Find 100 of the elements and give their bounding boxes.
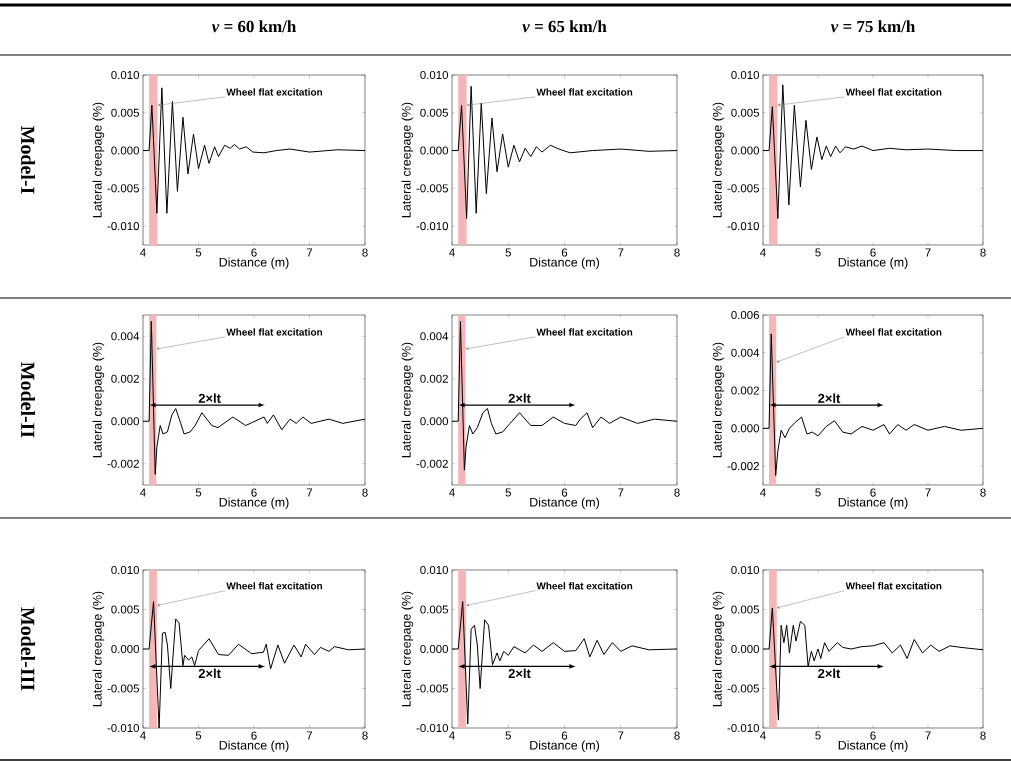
annotation: 2×lt bbox=[508, 668, 531, 679]
x-axis-title: Distance (m) bbox=[838, 740, 908, 753]
y-tick-label: 0.002 bbox=[111, 374, 139, 383]
x-tick-label: 8 bbox=[980, 731, 986, 740]
y-axis-title: Lateral creepage (%) bbox=[401, 342, 414, 458]
x-tick-label: 6 bbox=[561, 731, 568, 740]
y-tick-label: 0.010 bbox=[420, 565, 449, 575]
y-tick-label: 0.004 bbox=[420, 332, 449, 341]
y-axis-title: Lateral creepage (%) bbox=[92, 591, 105, 707]
y-tick-label: -0.005 bbox=[416, 684, 448, 693]
x-tick-label: 5 bbox=[815, 248, 821, 257]
text: Model-II bbox=[21, 362, 36, 438]
x-axis-title: Distance (m) bbox=[530, 257, 599, 270]
y-axis-title: Lateral creepage (%) bbox=[401, 102, 414, 218]
y-tick-label: 0.004 bbox=[731, 348, 760, 357]
y-tick-label: 0.000 bbox=[111, 417, 140, 426]
y-tick-label: -0.010 bbox=[107, 222, 140, 231]
annotation: Wheel flat excitation bbox=[845, 88, 942, 96]
y-tick-label: 0.006 bbox=[731, 310, 759, 320]
x-tick-label: 7 bbox=[618, 248, 624, 257]
chart-title: v = 60 km/h bbox=[211, 20, 297, 33]
x-tick-label: 4 bbox=[760, 488, 766, 497]
y-tick-label: 0.000 bbox=[111, 146, 140, 155]
x-tick-label: 6 bbox=[870, 731, 876, 740]
y-tick-label: -0.002 bbox=[107, 459, 139, 468]
x-tick-label: 5 bbox=[195, 248, 202, 257]
y-tick-label: 0.000 bbox=[731, 146, 760, 155]
y-tick-label: -0.002 bbox=[727, 462, 759, 471]
x-tick-label: 7 bbox=[618, 488, 624, 497]
annotation: Wheel flat excitation bbox=[536, 582, 633, 590]
y-tick-label: -0.010 bbox=[416, 723, 449, 733]
chart-title: v = 75 km/h bbox=[830, 20, 916, 33]
y-tick-label: 0.000 bbox=[420, 146, 449, 155]
annotation: Wheel flat excitation bbox=[226, 88, 323, 96]
x-tick-label: 4 bbox=[140, 248, 146, 257]
y-tick-label: 0.010 bbox=[111, 70, 140, 80]
y-tick-label: 0.010 bbox=[731, 565, 760, 575]
y-tick-label: 0.000 bbox=[731, 644, 760, 654]
y-tick-label: 0.000 bbox=[420, 644, 449, 654]
y-tick-label: -0.010 bbox=[727, 222, 760, 231]
annotation: 2×lt bbox=[198, 393, 221, 403]
x-tick-label: 8 bbox=[362, 488, 368, 497]
x-axis-title: Distance (m) bbox=[530, 497, 599, 510]
x-tick-label: 7 bbox=[925, 731, 931, 740]
annotation: 2×lt bbox=[508, 393, 531, 403]
x-tick-label: 8 bbox=[980, 488, 986, 497]
y-tick-label: 0.010 bbox=[731, 70, 760, 80]
x-tick-label: 4 bbox=[760, 248, 766, 257]
x-axis-title: Distance (m) bbox=[530, 740, 599, 753]
x-tick-label: 7 bbox=[618, 731, 624, 740]
y-tick-label: -0.002 bbox=[416, 459, 448, 468]
annotation: Wheel flat excitation bbox=[536, 328, 633, 336]
x-axis-title: Distance (m) bbox=[838, 257, 908, 270]
y-tick-label: 0.005 bbox=[731, 108, 759, 117]
y-tick-label: -0.005 bbox=[727, 684, 759, 693]
y-tick-label: 0.002 bbox=[731, 386, 759, 395]
x-axis-title: Distance (m) bbox=[219, 257, 289, 270]
x-tick-label: 5 bbox=[505, 488, 511, 497]
y-tick-label: -0.010 bbox=[727, 723, 760, 733]
y-tick-label: -0.005 bbox=[727, 184, 759, 193]
y-tick-label: 0.010 bbox=[111, 565, 140, 575]
x-tick-label: 6 bbox=[251, 731, 257, 740]
x-tick-label: 8 bbox=[980, 248, 986, 257]
y-tick-label: 0.000 bbox=[420, 417, 449, 426]
annotation: Wheel flat excitation bbox=[536, 88, 633, 96]
y-tick-label: 0.005 bbox=[111, 108, 139, 117]
y-axis-title: Lateral creepage (%) bbox=[712, 342, 725, 458]
x-tick-label: 7 bbox=[306, 731, 313, 740]
x-tick-label: 6 bbox=[870, 488, 876, 497]
x-tick-label: 4 bbox=[140, 731, 146, 740]
x-tick-label: 5 bbox=[505, 731, 511, 740]
y-tick-label: -0.010 bbox=[107, 723, 140, 733]
y-tick-label: 0.004 bbox=[111, 332, 140, 341]
y-axis-title: Lateral creepage (%) bbox=[712, 102, 725, 218]
y-axis-title: Lateral creepage (%) bbox=[401, 591, 414, 707]
y-tick-label: 0.005 bbox=[420, 108, 448, 117]
annotation: 2×lt bbox=[818, 668, 841, 679]
x-tick-label: 7 bbox=[306, 248, 313, 257]
x-tick-label: 8 bbox=[674, 488, 680, 497]
y-tick-label: 0.010 bbox=[420, 70, 449, 80]
x-tick-label: 8 bbox=[362, 731, 368, 740]
y-tick-label: 0.002 bbox=[420, 374, 448, 383]
y-axis-title: Lateral creepage (%) bbox=[92, 342, 105, 458]
annotation: Wheel flat excitation bbox=[845, 582, 942, 590]
x-tick-label: 6 bbox=[870, 248, 876, 257]
x-tick-label: 5 bbox=[195, 488, 202, 497]
x-tick-label: 4 bbox=[449, 248, 455, 257]
x-tick-label: 4 bbox=[449, 488, 455, 497]
x-tick-label: 4 bbox=[140, 488, 146, 497]
x-tick-label: 5 bbox=[815, 731, 821, 740]
x-tick-label: 6 bbox=[561, 248, 568, 257]
y-tick-label: -0.005 bbox=[107, 184, 139, 193]
y-tick-label: 0.000 bbox=[111, 644, 140, 654]
x-axis-title: Distance (m) bbox=[219, 497, 289, 510]
y-axis-title: Lateral creepage (%) bbox=[712, 591, 725, 707]
y-axis-title: Lateral creepage (%) bbox=[92, 102, 105, 218]
annotation: 2×lt bbox=[818, 393, 841, 403]
y-tick-label: 0.005 bbox=[731, 605, 759, 614]
x-tick-label: 8 bbox=[674, 731, 680, 740]
x-tick-label: 6 bbox=[561, 488, 568, 497]
